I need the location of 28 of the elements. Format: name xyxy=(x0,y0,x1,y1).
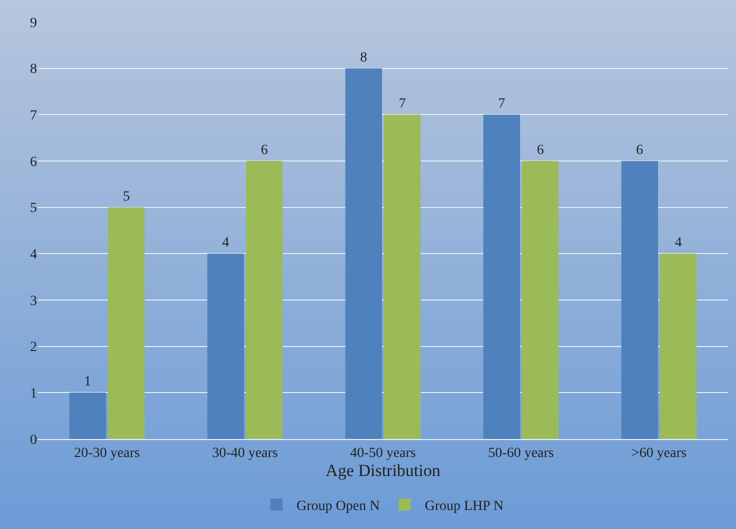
data-label: 6 xyxy=(536,143,544,158)
data-label: 6 xyxy=(636,143,644,158)
x-tick-label: 30-40 years xyxy=(212,446,278,461)
y-tick-label: 9 xyxy=(30,16,37,31)
legend-label: Group LHP N xyxy=(424,499,504,514)
x-axis-title: Age Distribution xyxy=(326,460,441,480)
x-tick-label: 50-60 years xyxy=(488,446,554,461)
y-tick-label: 0 xyxy=(30,432,37,448)
x-tick-label: 40-50 years xyxy=(350,446,416,461)
data-label: 7 xyxy=(498,96,506,112)
x-tick-label: 20-30 years xyxy=(74,446,140,461)
y-tick-label: 1 xyxy=(30,386,37,402)
x-tick-label: >60 years xyxy=(632,446,686,461)
y-tick-label: 3 xyxy=(30,294,37,309)
legend-label: Group Open N xyxy=(296,499,380,514)
data-label: 6 xyxy=(260,143,268,158)
y-tick-label: 7 xyxy=(30,108,37,124)
data-label: 4 xyxy=(674,236,682,251)
y-tick-label: 5 xyxy=(30,201,37,216)
y-tick-label: 2 xyxy=(30,340,37,356)
data-label: 4 xyxy=(222,236,230,251)
y-tick-label: 8 xyxy=(30,62,37,78)
data-label: 1 xyxy=(84,374,92,390)
y-tick-label: 6 xyxy=(30,154,37,170)
data-label: 5 xyxy=(122,189,130,204)
data-label: 7 xyxy=(398,96,406,112)
data-label: 8 xyxy=(360,50,368,66)
y-tick-label: 4 xyxy=(30,248,37,263)
